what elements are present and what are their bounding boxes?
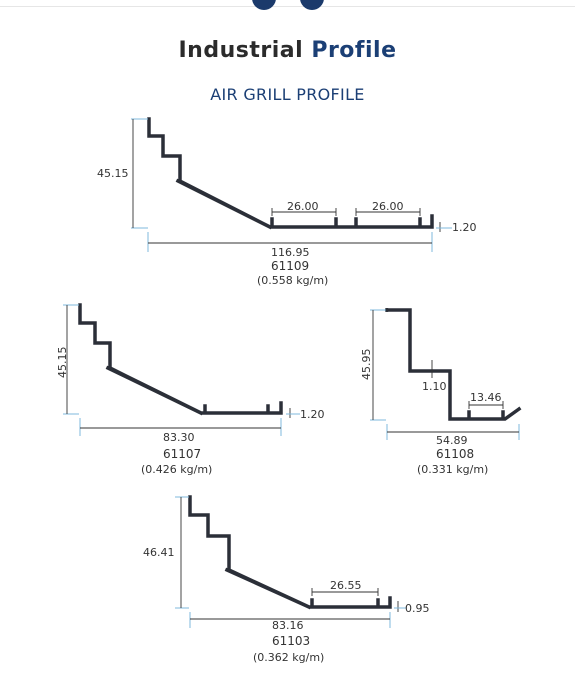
profile-61109: 45.15 116.95 26.00 26.00 1.20 61109 (0.5…: [97, 117, 477, 287]
profile-61103-thickness: 0.95: [405, 602, 430, 615]
profile-61103: 46.41 26.55 0.95 83.16 61103 (0.362 kg/m…: [143, 495, 430, 664]
profile-61109-spacing-2: 26.00: [372, 200, 404, 213]
profile-61108-height: 45.95: [360, 349, 373, 381]
profile-61108-spacing-1: 13.46: [470, 391, 502, 404]
profile-61108-width: 54.89: [436, 434, 468, 447]
title-accent: Profile: [311, 38, 397, 63]
profile-61107-width: 83.30: [163, 431, 195, 444]
profile-61103-spacing-1: 26.55: [330, 579, 362, 592]
logo-icon: [252, 0, 276, 10]
profile-61103-code: 61103: [272, 634, 310, 648]
profile-61109-code: 61109: [271, 259, 309, 273]
profile-61109-spacing-1: 26.00: [287, 200, 319, 213]
profile-61108-weight: (0.331 kg/m): [417, 463, 488, 476]
profile-61103-shape: [188, 495, 392, 610]
top-bar: [0, 0, 575, 7]
profile-61108-shape: [385, 308, 522, 421]
profile-61103-width: 83.16: [272, 619, 304, 632]
profile-61109-shape: [147, 117, 434, 230]
profile-61109-thickness: 1.20: [452, 221, 477, 234]
profile-61107: 45.15 83.30 1.20 61107 (0.426 kg/m): [56, 303, 325, 476]
profile-61107-shape: [78, 303, 283, 416]
profile-61109-height: 45.15: [97, 167, 129, 180]
page-title: Industrial Profile: [0, 38, 575, 63]
profile-61108-code: 61108: [436, 447, 474, 461]
profile-61107-weight: (0.426 kg/m): [141, 463, 212, 476]
profile-61103-height: 46.41: [143, 546, 175, 559]
profile-61108: 45.95 1.10 13.46 54.89 61108 (0.331 kg/m…: [360, 308, 522, 476]
profile-61109-width: 116.95: [271, 246, 310, 259]
title-main: Industrial: [178, 38, 304, 63]
profile-61109-weight: (0.558 kg/m): [257, 274, 328, 287]
page-subtitle: AIR GRILL PROFILE: [210, 85, 365, 104]
profile-61108-endpoint: [385, 308, 389, 312]
profile-61103-weight: (0.362 kg/m): [253, 651, 324, 664]
profile-61107-height: 45.15: [56, 347, 69, 379]
profile-61107-code: 61107: [163, 447, 201, 461]
badge-icon: [300, 0, 324, 10]
profile-61108-step: 1.10: [422, 380, 447, 393]
profile-61107-thickness: 1.20: [300, 408, 325, 421]
